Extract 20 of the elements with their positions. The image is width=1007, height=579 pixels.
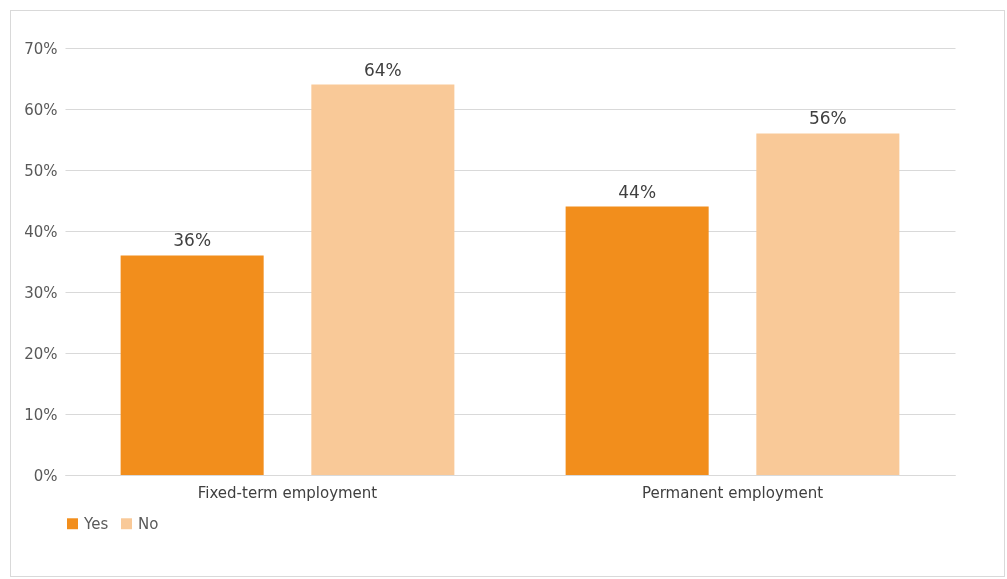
bar — [120, 255, 264, 475]
data-label: 36% — [173, 230, 212, 251]
y-tick-label: 0% — [33, 466, 58, 485]
x-tick-label: Fixed-term employment — [197, 483, 378, 502]
bar — [756, 133, 900, 475]
y-tick-label: 30% — [24, 283, 58, 302]
data-label: 44% — [618, 181, 657, 202]
y-tick-label: 50% — [24, 161, 58, 180]
legend-label: No — [138, 514, 159, 533]
y-tick-label: 40% — [24, 222, 58, 241]
y-tick-label: 60% — [24, 100, 58, 119]
data-label: 56% — [808, 108, 847, 129]
y-tick-label: 70% — [24, 39, 58, 58]
bar — [311, 84, 455, 475]
legend-label: Yes — [83, 514, 109, 533]
bar — [565, 206, 709, 475]
y-tick-label: 10% — [24, 405, 58, 424]
y-tick-label: 20% — [24, 344, 58, 363]
x-tick-label: Permanent employment — [641, 483, 824, 502]
data-label: 64% — [363, 59, 402, 80]
